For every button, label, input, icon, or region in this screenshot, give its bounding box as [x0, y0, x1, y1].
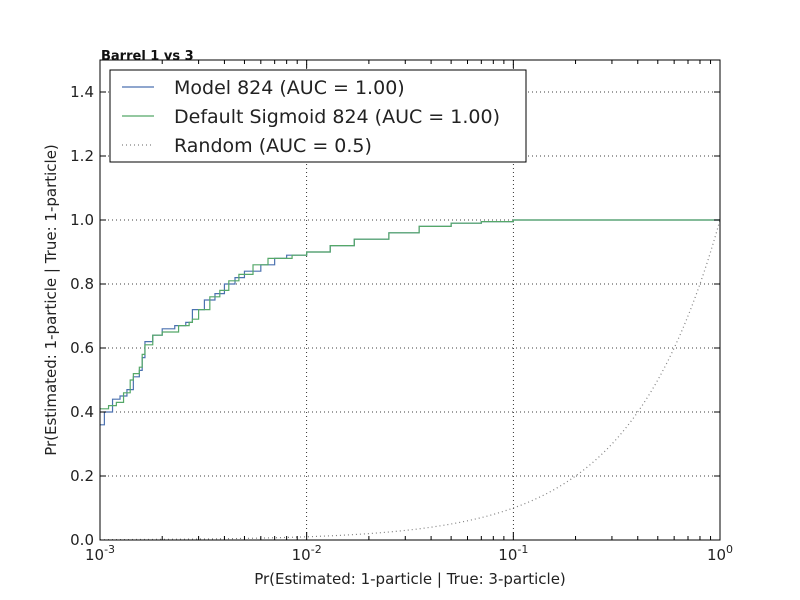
y-tick-label: 0.0 [70, 531, 94, 549]
x-axis-label: Pr(Estimated: 1-particle | True: 3-parti… [254, 570, 566, 588]
y-axis-label: Pr(Estimated: 1-particle | True: 1-parti… [42, 144, 60, 456]
x-tick-label: 100 [707, 543, 733, 564]
x-tick-label: 10-1 [498, 543, 528, 564]
x-tick-label: 10-3 [85, 543, 115, 564]
series-layer [99, 219, 721, 541]
legend-entry-random: Random (AUC = 0.5) [174, 135, 372, 157]
legend-box [109, 69, 527, 163]
axis-ticks: 0.0 0.2 0.4 0.6 0.8 1.0 1.2 1.4 10-3 10-2 10-1 100 [70, 60, 733, 564]
y-tick-label: 0.6 [70, 339, 94, 357]
y-tick-label: 0.2 [70, 467, 94, 485]
y-tick-label: 0.4 [70, 403, 94, 421]
y-tick-label: 1.4 [70, 83, 94, 101]
legend-entry-default-sigmoid: Default Sigmoid 824 (AUC = 1.00) [174, 106, 500, 128]
plot-frame [99, 59, 721, 541]
y-tick-label: 1.0 [70, 211, 94, 229]
y-tick-label: 1.2 [70, 147, 94, 165]
series-line-default-sigmoid [100, 219, 720, 410]
x-tick-label: 10-2 [292, 543, 322, 564]
legend: Model 824 (AUC = 1.00) Default Sigmoid 8… [109, 69, 527, 163]
y-tick-label: 0.8 [70, 275, 94, 293]
legend-entry-model: Model 824 (AUC = 1.00) [174, 77, 405, 99]
chart-title: Barrel 1 vs 3 [101, 49, 194, 64]
